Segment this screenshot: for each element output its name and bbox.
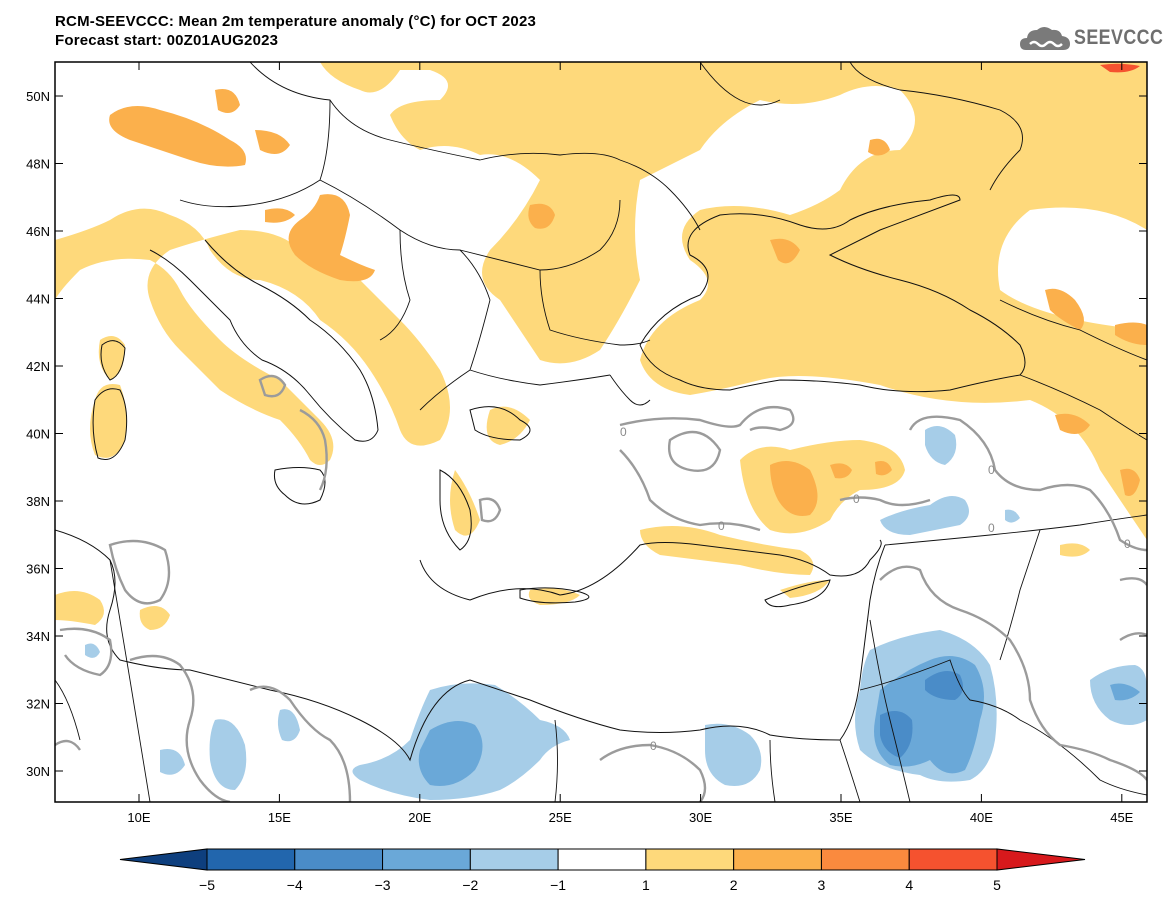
zero-contours — [55, 374, 1147, 802]
map-field: 0 0 0 0 0 0 0 — [55, 62, 1147, 802]
contour-label: 0 — [853, 492, 860, 506]
contour-label: 0 — [718, 519, 725, 533]
colorbar-swatch — [382, 848, 471, 871]
map-frame — [54, 61, 1148, 803]
colorbar — [119, 848, 1086, 871]
colorbar-label: 1 — [642, 877, 650, 893]
longitude-axis: 10E 15E 20E 25E 30E 35E 40E 45E — [127, 62, 1134, 825]
colorbar-label: −2 — [462, 877, 478, 893]
colorbar-swatch — [557, 848, 647, 871]
map-title: RCM-SEEVCCC: Mean 2m temperature anomaly… — [55, 12, 536, 50]
cloud-logo-icon — [1020, 27, 1070, 50]
colorbar-label: 5 — [993, 877, 1001, 893]
logo-text: SEEVCCC — [1074, 26, 1164, 49]
lat-label: 30N — [26, 764, 50, 779]
anomaly-positive-2-3 — [109, 89, 1147, 516]
lon-label: 15E — [268, 810, 291, 825]
lat-label: 48N — [26, 157, 50, 172]
colorbar-swatch — [294, 848, 384, 871]
contour-label: 0 — [1124, 537, 1131, 551]
colorbar-label: −1 — [550, 877, 566, 893]
borders — [55, 62, 1147, 802]
colorbar-labels: −5 −4 −3 −2 −1 1 2 3 4 5 — [199, 877, 1001, 893]
lon-label: 45E — [1110, 810, 1133, 825]
lon-label: 20E — [408, 810, 431, 825]
latitude-axis: 50N 48N 46N 44N 42N 40N 38N 36N 34N 32N 30N — [26, 89, 1147, 779]
contour-label: 0 — [650, 739, 657, 753]
title-line-2: Forecast start: 00Z01AUG2023 — [55, 32, 279, 49]
contour-label: 0 — [620, 425, 627, 439]
seevccc-logo: SEEVCCC — [1018, 22, 1163, 56]
colorbar-swatch — [645, 848, 735, 871]
lon-label: 35E — [829, 810, 852, 825]
lon-label: 40E — [970, 810, 993, 825]
anomaly-positive-4-5 — [1100, 63, 1140, 73]
colorbar-max-arrow — [996, 848, 1086, 871]
colorbar-label: 4 — [905, 877, 913, 893]
colorbar-label: 2 — [730, 877, 738, 893]
lat-label: 32N — [26, 697, 50, 712]
lat-label: 50N — [26, 89, 50, 104]
colorbar-swatch — [908, 848, 998, 871]
colorbar-swatch — [469, 848, 559, 871]
title-line-1: RCM-SEEVCCC: Mean 2m temperature anomaly… — [55, 13, 537, 30]
colorbar-label: −5 — [199, 877, 215, 893]
colorbar-min-arrow — [119, 848, 208, 871]
coastlines — [55, 194, 1026, 762]
lat-label: 40N — [26, 427, 50, 442]
lat-label: 46N — [26, 224, 50, 239]
contour-label: 0 — [988, 463, 995, 477]
lat-label: 34N — [26, 629, 50, 644]
colorbar-label: −4 — [287, 877, 303, 893]
lon-label: 10E — [127, 810, 150, 825]
lon-label: 25E — [549, 810, 572, 825]
colorbar-swatch — [733, 848, 822, 871]
colorbar-swatch — [820, 848, 910, 871]
colorbar-label: 3 — [818, 877, 826, 893]
contour-labels: 0 0 0 0 0 0 0 — [620, 425, 1131, 753]
lat-label: 44N — [26, 292, 50, 307]
contour-label: 0 — [988, 521, 995, 535]
colorbar-label: −3 — [375, 877, 391, 893]
lat-label: 42N — [26, 359, 50, 374]
lat-label: 38N — [26, 494, 50, 509]
lat-label: 36N — [26, 562, 50, 577]
colorbar-swatch — [206, 848, 296, 871]
anomaly-negative-3-4 — [880, 671, 964, 758]
lon-label: 30E — [689, 810, 712, 825]
